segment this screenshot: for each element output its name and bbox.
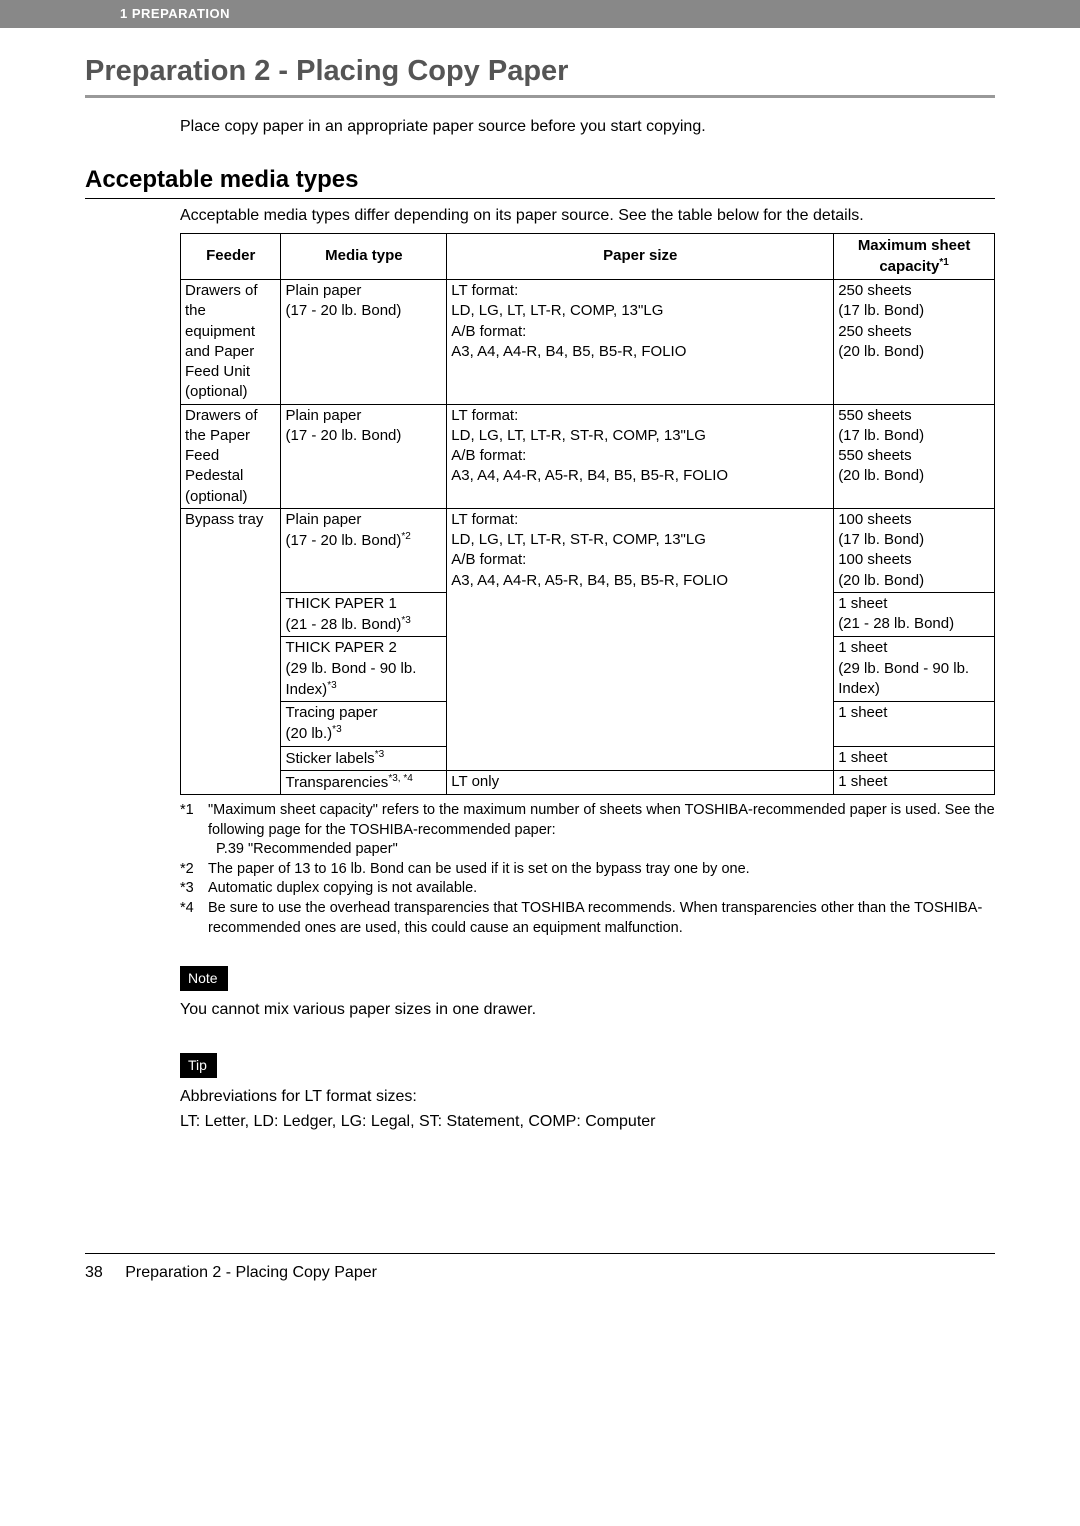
fn-num: *4 xyxy=(180,899,208,938)
cell-feeder: Bypass tray xyxy=(181,508,281,794)
cell-cap: 100 sheets (17 lb. Bond) 100 sheets (20 … xyxy=(834,508,995,592)
cell-media: Plain paper (17 - 20 lb. Bond) xyxy=(281,280,447,405)
cell-media: THICK PAPER 1 (21 - 28 lb. Bond)*3 xyxy=(281,592,447,637)
note-badge: Note xyxy=(180,966,228,991)
page-footer: 38 Preparation 2 - Placing Copy Paper xyxy=(85,1262,995,1284)
tip-text: LT: Letter, LD: Ledger, LG: Legal, ST: S… xyxy=(180,1111,995,1133)
page-number: 38 xyxy=(85,1262,103,1284)
table-row: Bypass tray Plain paper (17 - 20 lb. Bon… xyxy=(181,508,995,592)
th-size: Paper size xyxy=(447,233,834,280)
table-row: Drawers of the equipment and Paper Feed … xyxy=(181,280,995,405)
media-line: Transparencies xyxy=(285,774,388,791)
cell-size: LT format: LD, LG, LT, LT-R, ST-R, COMP,… xyxy=(447,404,834,508)
media-line: (20 lb.) xyxy=(285,725,332,742)
cell-cap: 250 sheets (17 lb. Bond) 250 sheets (20 … xyxy=(834,280,995,405)
sub-intro: Acceptable media types differ depending … xyxy=(180,205,995,227)
cell-media: Transparencies*3, *4 xyxy=(281,770,447,794)
media-line: THICK PAPER 1 xyxy=(285,595,396,612)
cell-size: LT format: LD, LG, LT, LT-R, ST-R, COMP,… xyxy=(447,508,834,770)
fn-text: The paper of 13 to 16 lb. Bond can be us… xyxy=(208,860,750,880)
media-line: (29 lb. Bond - 90 lb. Index) xyxy=(285,660,416,698)
th-cap-l2: capacity xyxy=(879,258,939,275)
fn-num: *3 xyxy=(180,879,208,899)
media-line: (17 - 20 lb. Bond) xyxy=(285,532,401,549)
media-sup: *3 xyxy=(332,724,341,735)
cell-media: Tracing paper (20 lb.)*3 xyxy=(281,702,447,747)
cell-feeder: Drawers of the equipment and Paper Feed … xyxy=(181,280,281,405)
cell-size: LT only xyxy=(447,770,834,794)
cell-cap: 550 sheets (17 lb. Bond) 550 sheets (20 … xyxy=(834,404,995,508)
media-line: Tracing paper xyxy=(285,704,377,721)
media-table: Feeder Media type Paper size Maximum she… xyxy=(180,233,995,796)
cell-cap: 1 sheet xyxy=(834,702,995,747)
media-line: Sticker labels xyxy=(285,750,374,767)
th-capacity: Maximum sheet capacity*1 xyxy=(834,233,995,280)
cell-media: Plain paper (17 - 20 lb. Bond) xyxy=(281,404,447,508)
cell-cap: 1 sheet xyxy=(834,770,995,794)
cell-cap: 1 sheet (21 - 28 lb. Bond) xyxy=(834,592,995,637)
intro-text: Place copy paper in an appropriate paper… xyxy=(180,116,995,138)
media-line: THICK PAPER 2 xyxy=(285,639,396,656)
sub-title: Acceptable media types xyxy=(85,164,995,199)
media-sup: *3 xyxy=(401,615,410,626)
fn-text: Automatic duplex copying is not availabl… xyxy=(208,879,477,899)
tip-badge: Tip xyxy=(180,1053,217,1078)
chapter-bar: 1 PREPARATION xyxy=(0,0,1080,28)
fn-text: Be sure to use the overhead transparenci… xyxy=(208,899,995,938)
th-cap-l1: Maximum sheet xyxy=(858,237,971,254)
cell-feeder: Drawers of the Paper Feed Pedestal (opti… xyxy=(181,404,281,508)
fn-num: *1 xyxy=(180,801,208,840)
table-row: Drawers of the Paper Feed Pedestal (opti… xyxy=(181,404,995,508)
cell-media: Sticker labels*3 xyxy=(281,746,447,770)
media-sup: *3 xyxy=(375,749,384,760)
footer-title: Preparation 2 - Placing Copy Paper xyxy=(125,1264,377,1281)
footer-rule xyxy=(85,1253,995,1254)
section-title: Preparation 2 - Placing Copy Paper xyxy=(85,52,995,98)
chapter-tag: 1 PREPARATION xyxy=(120,0,230,28)
cell-media: THICK PAPER 2 (29 lb. Bond - 90 lb. Inde… xyxy=(281,637,447,702)
cell-media: Plain paper (17 - 20 lb. Bond)*2 xyxy=(281,508,447,592)
footnotes: *1 "Maximum sheet capacity" refers to th… xyxy=(180,801,995,938)
fn-text: P.39 "Recommended paper" xyxy=(216,840,995,860)
table-row: Transparencies*3, *4 LT only 1 sheet xyxy=(181,770,995,794)
fn-text: "Maximum sheet capacity" refers to the m… xyxy=(208,801,995,840)
media-sup: *3 xyxy=(327,680,336,691)
th-cap-sup: *1 xyxy=(939,257,948,268)
fn-num: *2 xyxy=(180,860,208,880)
cell-cap: 1 sheet xyxy=(834,746,995,770)
media-sup: *2 xyxy=(401,531,410,542)
tip-text: Abbreviations for LT format sizes: xyxy=(180,1086,995,1108)
cell-size: LT format: LD, LG, LT, LT-R, COMP, 13"LG… xyxy=(447,280,834,405)
media-line: Plain paper xyxy=(285,511,361,528)
media-line: (21 - 28 lb. Bond) xyxy=(285,616,401,633)
th-media: Media type xyxy=(281,233,447,280)
media-sup: *3, *4 xyxy=(388,773,412,784)
note-text: You cannot mix various paper sizes in on… xyxy=(180,999,995,1021)
cell-cap: 1 sheet (29 lb. Bond - 90 lb. Index) xyxy=(834,637,995,702)
th-feeder: Feeder xyxy=(181,233,281,280)
